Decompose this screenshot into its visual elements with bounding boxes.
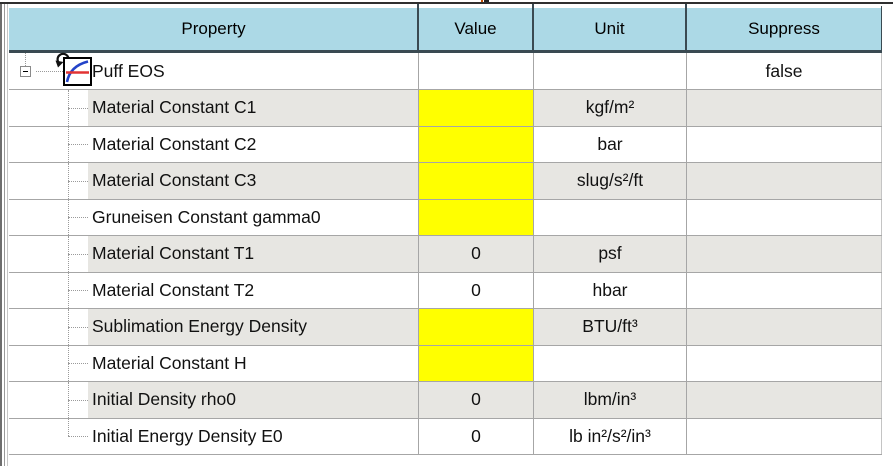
unit-cell[interactable]: slug/s²/ft [533, 163, 686, 199]
table-row-material-constant-t2: Material Constant T2 0 hbar [9, 272, 882, 309]
value-cell-required[interactable] [418, 345, 533, 381]
header-bottom-border [9, 50, 882, 53]
property-label: Material Constant T1 [92, 243, 255, 264]
property-label: Gruneisen Constant gamma0 [92, 206, 321, 227]
column-header-unit[interactable]: Unit [594, 19, 625, 38]
property-cell[interactable]: Material Constant T2 [88, 273, 418, 309]
unit-cell[interactable]: lbm/in³ [533, 382, 686, 418]
tree-connector [9, 345, 88, 381]
property-cell[interactable]: Puff EOS [88, 53, 418, 89]
tree-connector [9, 199, 88, 235]
value-cell[interactable]: 0 [418, 418, 533, 454]
unit-cell[interactable]: psf [533, 236, 686, 272]
suppress-cell[interactable] [686, 199, 882, 235]
unit-cell[interactable]: hbar [533, 272, 686, 308]
property-label: Sublimation Energy Density [92, 316, 307, 337]
pane-top-divider [0, 2, 893, 4]
suppress-cell[interactable] [686, 309, 882, 345]
tree-cell [9, 52, 92, 89]
tree-connector [36, 71, 63, 72]
property-cell[interactable]: Material Constant C3 [88, 163, 418, 199]
table-row-material-constant-c1: Material Constant C1 kgf/m² [9, 90, 882, 127]
suppress-cell[interactable] [686, 163, 882, 199]
suppress-cell[interactable] [686, 345, 882, 381]
table-body: Puff EOS false Material Constant C1 kgf/… [9, 52, 882, 455]
suppress-cell[interactable] [686, 418, 882, 454]
unit-cell[interactable]: BTU/ft³ [533, 309, 686, 345]
column-header-suppress[interactable]: Suppress [748, 19, 820, 38]
value-cell-required[interactable] [418, 309, 533, 345]
table-row-material-constant-h: Material Constant H [9, 345, 882, 382]
property-label: Material Constant T2 [92, 279, 255, 300]
property-label: Material Constant C2 [92, 133, 257, 154]
header-separator [417, 4, 419, 50]
table-header: Property Value Unit Suppress [9, 8, 882, 50]
property-label: Material Constant C3 [92, 170, 257, 191]
property-cell[interactable]: Material Constant C2 [88, 127, 418, 163]
column-header-property[interactable]: Property [181, 19, 246, 38]
property-cell[interactable]: Material Constant H [88, 346, 418, 382]
property-cell[interactable]: Initial Energy Density E0 [88, 419, 418, 455]
property-cell[interactable]: Initial Density rho0 [88, 382, 418, 418]
tree-connector [25, 53, 26, 66]
suppress-cell[interactable] [686, 382, 882, 418]
suppress-cell[interactable] [686, 90, 882, 126]
suppress-cell[interactable]: false [686, 53, 882, 89]
table-row-puff-eos: Puff EOS false [9, 52, 882, 90]
value-cell[interactable]: 0 [418, 236, 533, 272]
table-row-material-constant-c2: Material Constant C2 bar [9, 126, 882, 163]
value-cell[interactable] [418, 53, 533, 89]
tree-connector [9, 418, 88, 454]
tree-connector [9, 382, 88, 418]
tree-connector [9, 163, 88, 199]
header-separator [532, 4, 534, 50]
unit-cell[interactable]: kgf/m² [533, 90, 686, 126]
property-label: Material Constant C1 [92, 97, 257, 118]
value-cell[interactable]: 0 [418, 382, 533, 418]
value-cell-required[interactable] [418, 126, 533, 162]
unit-cell[interactable] [533, 345, 686, 381]
property-cell[interactable]: Gruneisen Constant gamma0 [88, 200, 418, 236]
header-separator [685, 4, 687, 50]
property-label: Puff EOS [92, 60, 165, 81]
property-cell[interactable]: Material Constant C1 [88, 90, 418, 126]
table-row-initial-energy-density: Initial Energy Density E0 0 lb in²/s²/in… [9, 418, 882, 455]
value-cell-required[interactable] [418, 163, 533, 199]
table-row-gruneisen-constant: Gruneisen Constant gamma0 [9, 199, 882, 236]
property-label: Material Constant H [92, 352, 247, 373]
pane-splitter[interactable] [0, 4, 9, 466]
property-cell[interactable]: Sublimation Energy Density [88, 309, 418, 345]
property-label: Initial Density rho0 [92, 389, 236, 410]
minus-icon [23, 71, 28, 72]
table-row-initial-density: Initial Density rho0 0 lbm/in³ [9, 382, 882, 419]
value-cell[interactable]: 0 [418, 272, 533, 308]
suppress-cell[interactable] [686, 272, 882, 308]
property-cell[interactable]: Material Constant T1 [88, 236, 418, 272]
clipped-title-fragment [484, 0, 489, 2]
value-cell-required[interactable] [418, 90, 533, 126]
clipped-title-fragment [481, 0, 483, 2]
value-cell-required[interactable] [418, 199, 533, 235]
property-label: Initial Energy Density E0 [92, 425, 283, 446]
tree-connector [9, 126, 88, 162]
column-header-value[interactable]: Value [454, 19, 497, 38]
unit-cell[interactable] [533, 53, 686, 89]
table-row-sublimation-energy-density: Sublimation Energy Density BTU/ft³ [9, 309, 882, 346]
unit-cell[interactable]: bar [533, 126, 686, 162]
header-separator [881, 6, 882, 50]
eos-curve-chart-icon [63, 57, 92, 91]
unit-cell[interactable] [533, 199, 686, 235]
suppress-cell[interactable] [686, 236, 882, 272]
tree-connector [9, 309, 88, 345]
tree-connector [9, 272, 88, 308]
tree-connector [9, 90, 88, 126]
table-row-material-constant-t1: Material Constant T1 0 psf [9, 236, 882, 273]
unit-cell[interactable]: lb in²/s²/in³ [533, 418, 686, 454]
suppress-cell[interactable] [686, 126, 882, 162]
table-row-material-constant-c3: Material Constant C3 slug/s²/ft [9, 163, 882, 200]
tree-collapse-button[interactable] [20, 66, 31, 77]
tree-connector [9, 236, 88, 272]
